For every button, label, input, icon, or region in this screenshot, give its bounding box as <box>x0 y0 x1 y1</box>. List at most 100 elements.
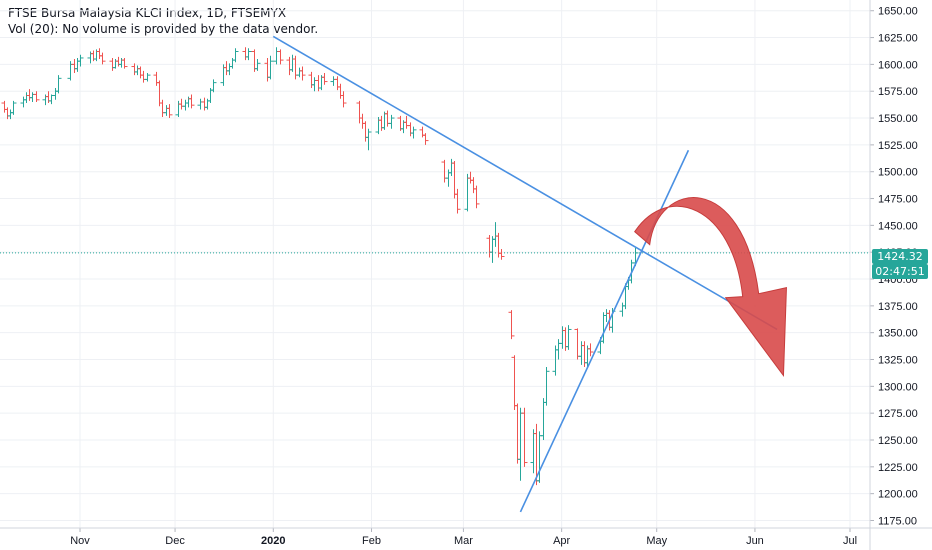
ohlc-bar <box>308 71 315 88</box>
ohlc-bar <box>254 59 261 71</box>
ohlc-bar <box>464 173 471 212</box>
ohlc-bar <box>562 327 569 351</box>
last-price-tag: 1424.32 <box>872 249 928 264</box>
y-tick-label: 1600.00 <box>878 59 918 71</box>
ohlc-bar <box>153 71 160 86</box>
volume-note: Vol (20): No volume is provided by the d… <box>8 22 319 36</box>
plot-area <box>0 35 870 513</box>
ohlc-bar <box>188 94 195 109</box>
ohlc-bar <box>201 97 208 111</box>
ohlc-bar <box>451 160 458 199</box>
ohlc-bar <box>508 310 515 340</box>
y-tick-label: 1300.00 <box>878 381 918 393</box>
ohlc-bar <box>292 55 299 80</box>
x-tick-label: Jun <box>746 535 764 547</box>
ohlc-bar <box>118 57 125 68</box>
ohlc-bar <box>381 111 388 130</box>
ohlc-bar <box>137 66 144 79</box>
ohlc-bar <box>71 59 78 73</box>
ohlc-bar <box>55 75 62 94</box>
ohlc-bar <box>264 57 271 82</box>
y-tick-label: 1475.00 <box>878 194 918 206</box>
ohlc-bar <box>178 98 185 110</box>
ohlc-bar <box>156 80 163 107</box>
ohlc-bar <box>441 159 448 183</box>
ohlc-bar <box>242 47 249 61</box>
y-tick-label: 1450.00 <box>878 220 918 232</box>
ohlc-bar <box>521 407 528 467</box>
ohlc-bar <box>330 76 337 86</box>
y-tick-label: 1325.00 <box>878 355 918 367</box>
ohlc-bar <box>159 99 166 117</box>
ohlc-bar <box>77 54 84 67</box>
descending-trendline <box>272 35 778 331</box>
y-tick-label: 1525.00 <box>878 140 918 152</box>
ohlc-bar <box>495 232 502 258</box>
ohlc-bar <box>359 113 366 129</box>
ohlc-bar <box>486 235 493 258</box>
ohlc-bar <box>375 116 382 135</box>
grid-lines <box>0 0 870 528</box>
x-tick-label: Jul <box>843 535 857 547</box>
x-tick-label: 2020 <box>261 535 285 547</box>
ohlc-bar <box>185 96 192 108</box>
ohlc-bar <box>422 133 429 145</box>
x-tick-label: Nov <box>70 535 90 547</box>
ohlc-bar <box>514 403 521 464</box>
ohlc-bar <box>273 47 280 65</box>
ohlc-bar <box>42 94 49 106</box>
ohlc-bar <box>166 104 173 119</box>
ohlc-bar <box>517 407 524 481</box>
y-tick-label: 1275.00 <box>878 408 918 420</box>
ohlc-bar <box>299 66 306 81</box>
ohlc-bar <box>384 110 391 127</box>
countdown-tag: 02:47:51 <box>872 264 928 279</box>
ohlc-bar <box>603 309 610 322</box>
ohlc-bar <box>182 99 189 111</box>
ohlc-bar <box>540 398 547 440</box>
ohlc-bar <box>311 77 318 92</box>
ohlc-bar <box>121 57 128 69</box>
y-tick-label: 1175.00 <box>878 515 917 527</box>
ohlc-bar <box>559 326 566 349</box>
y-tick-label: 1500.00 <box>878 167 918 179</box>
x-tick-label: Apr <box>553 535 570 547</box>
ohlc-bar <box>419 126 426 138</box>
y-tick-label: 1250.00 <box>878 435 918 447</box>
ohlc-bar <box>362 121 369 142</box>
ohlc-bar <box>410 126 417 139</box>
ohlc-bar <box>163 105 170 116</box>
ohlc-bar <box>20 96 27 108</box>
ohlc-bar <box>619 302 626 317</box>
ohlc-bar <box>115 56 122 67</box>
x-tick-label: May <box>646 535 667 547</box>
ohlc-bar <box>232 48 239 63</box>
ohlc-bar <box>321 72 328 85</box>
ohlc-bar <box>23 92 30 104</box>
ohlc-bar <box>470 177 477 194</box>
y-tick-label: 1200.00 <box>878 489 918 501</box>
ohlc-bar <box>407 122 414 137</box>
ohlc-bar <box>10 100 17 115</box>
ohlc-bar <box>296 67 303 78</box>
ohlc-bar <box>267 55 274 80</box>
ohlc-bar <box>204 98 211 110</box>
ohlc-bar <box>334 76 341 91</box>
ascending-trendline <box>519 149 690 513</box>
ohlc-bar <box>140 70 147 83</box>
y-tick-label: 1350.00 <box>878 328 918 340</box>
ohlc-bar <box>175 100 182 117</box>
ohlc-bar <box>144 72 151 82</box>
ohlc-bar <box>609 308 616 333</box>
ohlc-bar <box>229 57 236 69</box>
ohlc-bar <box>277 49 284 65</box>
ohlc-bar <box>543 367 550 406</box>
ohlc-bar <box>90 50 97 62</box>
y-tick-label: 1225.00 <box>878 462 918 474</box>
ohlc-bar <box>286 56 293 76</box>
ohlc-bar <box>226 63 233 76</box>
ohlc-bar <box>29 92 36 102</box>
ohlc-bar <box>555 339 562 360</box>
ohlc-bar <box>289 54 296 72</box>
